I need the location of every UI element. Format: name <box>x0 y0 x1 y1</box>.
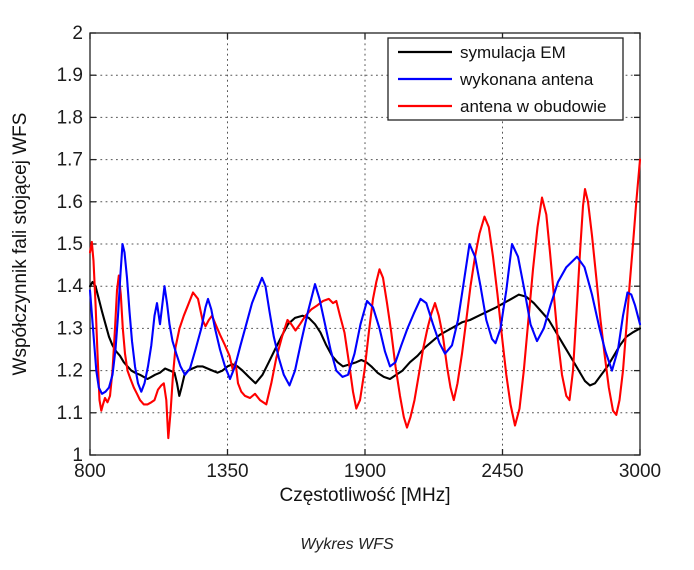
x-tick-label: 1350 <box>206 461 248 482</box>
y-tick-label: 1.6 <box>57 192 83 213</box>
y-axis-label: Współczynnik fali stojącej WFS <box>10 113 31 376</box>
plot-frame <box>89 32 641 456</box>
y-tick-label: 1.8 <box>57 107 83 128</box>
legend-box: symulacja EM wykonana antena antena w ob… <box>387 37 624 121</box>
data-series <box>88 158 642 440</box>
series-line-wykonana-antena <box>88 242 642 395</box>
y-tick-label: 1.4 <box>57 276 84 297</box>
tick-labels: 800 1350 1900 2450 3000 1 1.1 1.2 1.3 1.4 1.5 1.6 1.… <box>57 23 662 482</box>
y-tick-label: 1.9 <box>57 65 83 86</box>
x-axis-label: Częstotliwość [MHz] <box>279 485 450 506</box>
y-tick-label: 1.5 <box>57 234 83 255</box>
x-tick-label: 1900 <box>344 461 386 482</box>
y-tick-label: 1.2 <box>57 361 83 382</box>
y-tick-label: 2 <box>72 23 83 44</box>
y-tick-label: 1.7 <box>57 150 83 171</box>
series-line-symulacja-em <box>88 280 642 397</box>
y-tick-label: 1.1 <box>57 403 83 424</box>
x-tick-label: 3000 <box>619 461 661 482</box>
y-tick-label: 1 <box>72 445 83 466</box>
legend-label-antena-w-obudowie: antena w obudowie <box>460 97 607 116</box>
x-tick-label: 800 <box>74 461 106 482</box>
series-line-antena-w-obudowie <box>88 158 642 440</box>
x-tick-label: 2450 <box>481 461 523 482</box>
legend-label-wykonana-antena: wykonana antena <box>459 70 594 89</box>
legend-label-symulacja-em: symulacja EM <box>460 43 566 62</box>
y-tick-label: 1.3 <box>57 318 83 339</box>
figure-caption: Wykres WFS <box>300 536 394 553</box>
